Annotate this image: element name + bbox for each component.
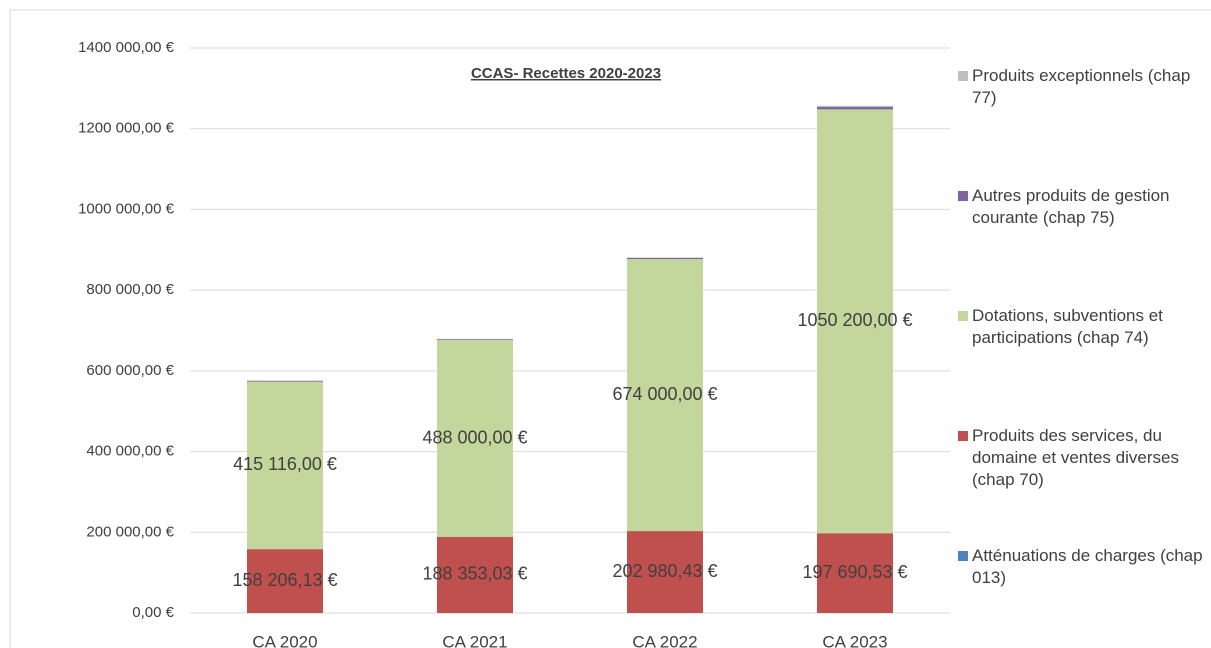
value-label: 202 980,43 € bbox=[612, 561, 717, 581]
x-tick-label: CA 2022 bbox=[632, 632, 697, 648]
value-label: 197 690,53 € bbox=[802, 562, 907, 582]
x-tick-label: CA 2020 bbox=[252, 632, 317, 648]
bar-segment bbox=[817, 533, 893, 613]
bar-segment bbox=[627, 531, 703, 613]
bar-segment bbox=[817, 109, 893, 534]
y-tick-label: 400 000,00 € bbox=[86, 443, 174, 460]
chart-title: CCAS- Recettes 2020-2023 bbox=[471, 65, 661, 82]
legend-swatch bbox=[958, 311, 968, 321]
legend-label: Atténuations de charges (chap 013) bbox=[972, 546, 1203, 587]
legend-entry: Produits des services, du domaine et ven… bbox=[958, 425, 1208, 491]
value-label: 488 000,00 € bbox=[422, 427, 527, 447]
x-tick-label: CA 2023 bbox=[822, 632, 887, 648]
bar-segment bbox=[817, 105, 893, 107]
bar-segment bbox=[817, 106, 893, 110]
value-label: 188 353,03 € bbox=[422, 564, 527, 584]
y-tick-label: 1200 000,00 € bbox=[78, 120, 175, 137]
y-tick-label: 200 000,00 € bbox=[86, 523, 174, 540]
legend-label: Autres produits de gestion courante (cha… bbox=[972, 186, 1170, 227]
value-label: 674 000,00 € bbox=[612, 384, 717, 404]
legend-swatch bbox=[958, 551, 968, 561]
legend-entry: Dotations, subventions et participations… bbox=[958, 305, 1208, 349]
legend-entry: Autres produits de gestion courante (cha… bbox=[958, 185, 1208, 229]
legend-entry: Atténuations de charges (chap 013) bbox=[958, 545, 1208, 589]
legend-entry: Produits exceptionnels (chap 77) bbox=[958, 65, 1208, 109]
bar-segment bbox=[247, 549, 323, 613]
bar-segment bbox=[247, 381, 323, 550]
bar-segment bbox=[247, 380, 323, 382]
value-label: 158 206,13 € bbox=[232, 570, 337, 590]
y-tick-label: 600 000,00 € bbox=[86, 362, 174, 379]
legend-swatch bbox=[958, 71, 968, 81]
y-tick-label: 1400 000,00 € bbox=[78, 39, 175, 56]
legend-swatch bbox=[958, 191, 968, 201]
value-label: 415 116,00 € bbox=[233, 454, 337, 474]
y-tick-label: 0,00 € bbox=[132, 604, 174, 621]
legend-swatch bbox=[958, 431, 968, 441]
value-label: 1050 200,00 € bbox=[797, 310, 912, 330]
x-tick-label: CA 2021 bbox=[442, 632, 507, 648]
legend-label: Dotations, subventions et participations… bbox=[972, 306, 1163, 347]
bar-segment bbox=[437, 340, 513, 537]
bar-segment bbox=[627, 259, 703, 532]
legend-label: Produits des services, du domaine et ven… bbox=[972, 426, 1179, 489]
legend-label: Produits exceptionnels (chap 77) bbox=[972, 66, 1191, 107]
chart-border bbox=[9, 9, 1211, 648]
bar-segment bbox=[437, 339, 513, 341]
bar-segment bbox=[437, 536, 513, 613]
bar-segment bbox=[627, 257, 703, 260]
y-tick-label: 1000 000,00 € bbox=[78, 200, 175, 217]
y-tick-label: 800 000,00 € bbox=[86, 281, 174, 298]
